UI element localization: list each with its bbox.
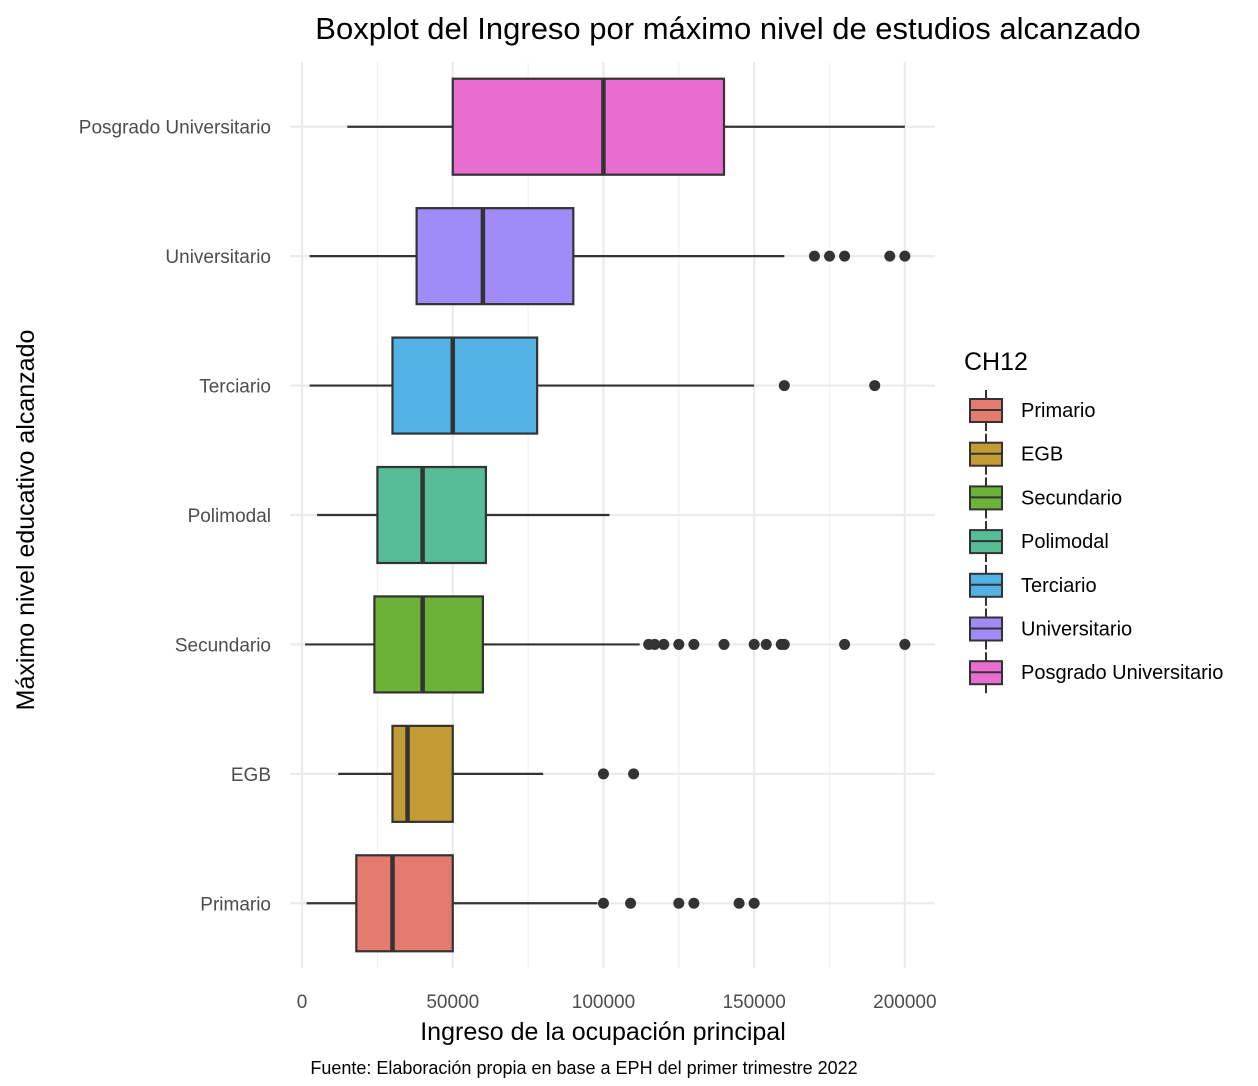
legend-label: EGB (1021, 444, 1063, 466)
box-terciario (309, 336, 881, 435)
outlier-point (658, 638, 670, 650)
x-tick-label: 200000 (873, 992, 936, 1013)
legend-label: Polimodal (1021, 531, 1109, 553)
outlier-point (808, 250, 820, 262)
outlier-point (778, 638, 790, 650)
y-axis-ticks: Primario EGB Secundario Polimodal Terciario U… (79, 118, 271, 916)
x-tick-label: 0 (297, 992, 308, 1013)
legend-item-primario: Primario (969, 390, 1095, 431)
y-axis-title: Máximo nivel educativo alcanzado (12, 330, 40, 711)
box-secundario (305, 595, 911, 694)
legend-label: Posgrado Universitario (1021, 662, 1223, 684)
x-tick-label: 50000 (426, 992, 479, 1013)
legend-item-polimodal: Polimodal (969, 521, 1109, 563)
outlier-point (628, 768, 640, 780)
legend-item-universitario: Universitario (969, 608, 1132, 650)
outlier-point (597, 897, 609, 909)
outlier-point (649, 638, 661, 650)
legend-item-terciario: Terciario (969, 564, 1097, 606)
y-tick-label: EGB (231, 765, 271, 786)
box-iqr (391, 336, 539, 435)
legend-item-egb: EGB (969, 433, 1063, 475)
legend-label: Terciario (1021, 575, 1097, 597)
outlier-point (839, 250, 851, 262)
chart-title: Boxplot del Ingreso por máximo nivel de … (315, 11, 1140, 46)
outlier-point (824, 250, 836, 262)
box-universitario (309, 207, 911, 306)
chart-caption: Fuente: Elaboración propia en base a EPH… (310, 1058, 857, 1078)
boxes (305, 77, 911, 953)
y-tick-label: Terciario (199, 377, 271, 398)
box-iqr (415, 207, 575, 306)
outlier-point (673, 897, 685, 909)
y-tick-label: Polimodal (188, 506, 271, 527)
box-egb (338, 724, 640, 823)
outlier-point (899, 638, 911, 650)
outlier-point (673, 638, 685, 650)
outlier-point (597, 768, 609, 780)
outlier-point (733, 897, 745, 909)
box-iqr (355, 854, 454, 953)
box-iqr (373, 595, 484, 694)
y-tick-label: Secundario (175, 635, 271, 656)
outlier-point (884, 250, 896, 262)
x-axis-ticks: 0 50000 100000 150000 200000 (297, 992, 937, 1013)
outlier-point (869, 380, 881, 392)
legend-label: Secundario (1021, 487, 1122, 509)
outlier-point (688, 638, 700, 650)
x-tick-label: 100000 (572, 992, 635, 1013)
legend-title: CH12 (964, 348, 1028, 376)
legend-label: Primario (1021, 400, 1095, 422)
y-tick-label: Universitario (165, 247, 271, 268)
outlier-point (625, 897, 637, 909)
outlier-point (899, 250, 911, 262)
legend-item-posgrado-universitario: Posgrado Universitario (969, 652, 1223, 694)
y-tick-label: Primario (200, 894, 271, 915)
box-iqr (451, 77, 726, 176)
box-iqr (391, 724, 454, 823)
outlier-point (718, 638, 730, 650)
outlier-point (748, 638, 760, 650)
outlier-point (748, 897, 760, 909)
legend: CH12 Primario EGB Secundario Polimodal Terci… (964, 348, 1223, 694)
y-tick-label: Posgrado Universitario (79, 118, 271, 139)
legend-label: Universitario (1021, 619, 1132, 641)
outlier-point (839, 638, 851, 650)
legend-item-secundario: Secundario (969, 477, 1122, 519)
outlier-point (760, 638, 772, 650)
x-tick-label: 150000 (722, 992, 785, 1013)
box-primario (306, 854, 760, 953)
x-axis-title: Ingreso de la ocupación principal (420, 1018, 786, 1046)
box-posgrado-universitario (347, 77, 905, 176)
box-polimodal (317, 465, 610, 565)
box-iqr (376, 465, 488, 565)
outlier-point (778, 380, 790, 392)
outlier-point (688, 897, 700, 909)
